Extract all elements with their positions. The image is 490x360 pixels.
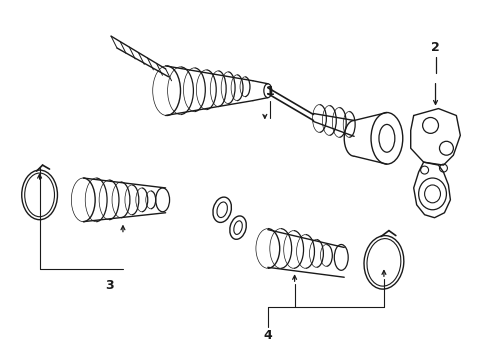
Text: 1: 1 <box>266 85 274 98</box>
Text: 3: 3 <box>105 279 113 292</box>
Text: 2: 2 <box>431 41 440 54</box>
Text: 4: 4 <box>264 329 272 342</box>
